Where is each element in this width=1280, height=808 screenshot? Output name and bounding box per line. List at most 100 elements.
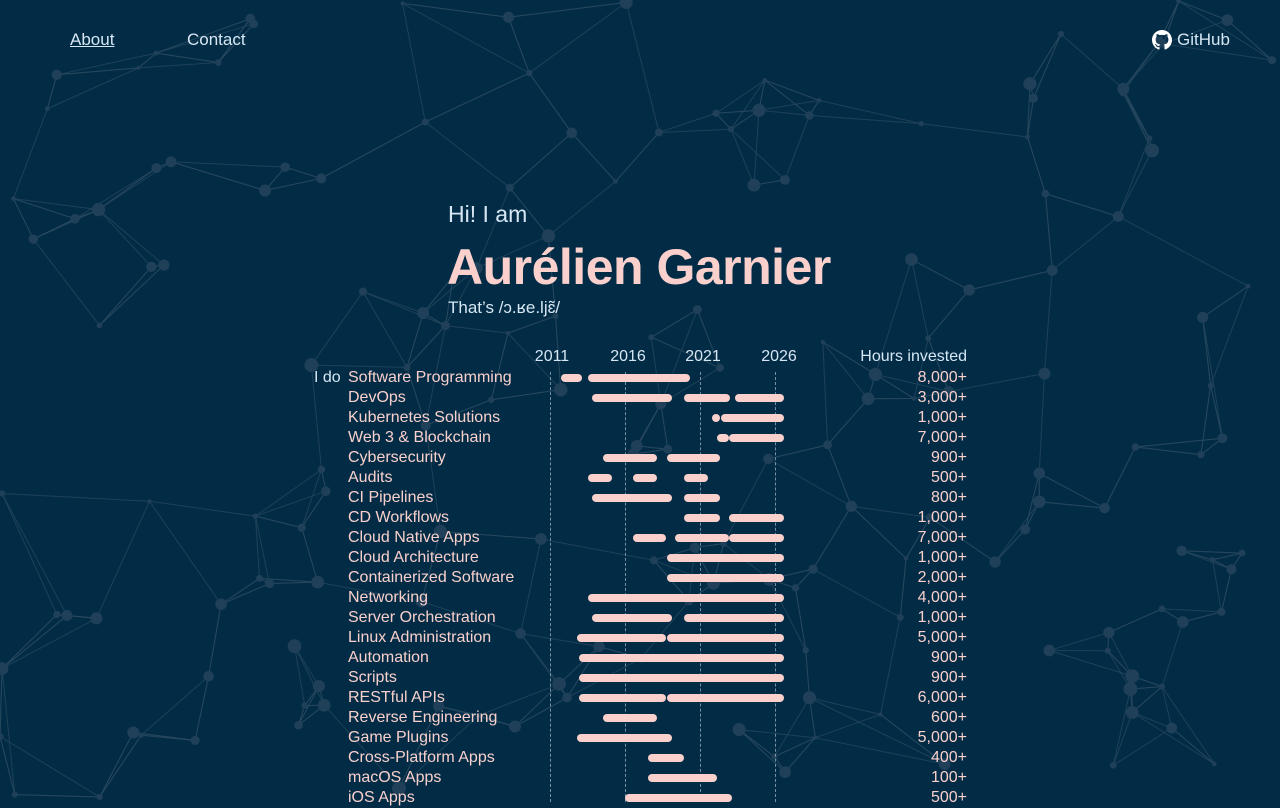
skill-label: Kubernetes Solutions bbox=[348, 408, 500, 428]
skill-label: Reverse Engineering bbox=[348, 708, 497, 728]
skill-bar bbox=[684, 514, 720, 522]
skill-label: Audits bbox=[348, 468, 392, 488]
network-node bbox=[747, 179, 760, 192]
network-line bbox=[969, 270, 1052, 290]
network-line bbox=[1179, 1, 1228, 20]
network-line bbox=[33, 210, 98, 239]
skill-bar bbox=[625, 794, 732, 802]
skill-bar bbox=[561, 374, 582, 382]
network-node bbox=[1120, 89, 1127, 96]
network-node bbox=[259, 185, 271, 197]
network-line bbox=[13, 199, 98, 210]
skill-bar bbox=[603, 454, 657, 462]
network-node bbox=[1268, 56, 1276, 64]
network-node bbox=[136, 66, 140, 70]
skill-label: Cloud Native Apps bbox=[348, 528, 480, 548]
network-line bbox=[57, 53, 156, 75]
skill-bar bbox=[633, 474, 657, 482]
network-node bbox=[154, 51, 159, 56]
network-node bbox=[821, 340, 825, 344]
skill-bar bbox=[592, 394, 672, 402]
hours-value: 2,000+ bbox=[918, 568, 967, 588]
skill-bar bbox=[667, 454, 720, 462]
network-line bbox=[1033, 34, 1060, 98]
skill-bar bbox=[684, 474, 708, 482]
network-node bbox=[1029, 94, 1038, 103]
network-line bbox=[363, 292, 407, 368]
skill-row: Cross-Platform Apps 400+ bbox=[0, 748, 1280, 768]
network-node bbox=[29, 234, 38, 243]
hours-value: 900+ bbox=[931, 448, 967, 468]
network-line bbox=[765, 80, 819, 100]
network-node bbox=[503, 12, 514, 23]
skill-label: RESTful APIs bbox=[348, 688, 445, 708]
greeting: Hi! I am bbox=[448, 201, 527, 228]
skill-bar bbox=[588, 594, 785, 602]
network-line bbox=[98, 168, 156, 209]
network-line bbox=[731, 129, 785, 180]
skill-label: Cross-Platform Apps bbox=[348, 748, 495, 768]
network-node bbox=[441, 321, 450, 330]
github-link[interactable]: GitHub bbox=[1152, 30, 1230, 50]
nav-contact-link[interactable]: Contact bbox=[187, 30, 246, 50]
skill-bar bbox=[648, 754, 684, 762]
network-node bbox=[422, 119, 429, 126]
hours-value: 5,000+ bbox=[918, 728, 967, 748]
network-node bbox=[712, 110, 719, 117]
skill-bar bbox=[667, 574, 784, 582]
network-node bbox=[526, 70, 532, 76]
skill-bar bbox=[729, 434, 785, 442]
hours-value: 3,000+ bbox=[918, 388, 967, 408]
hours-value: 5,000+ bbox=[918, 628, 967, 648]
row-prefix: I do bbox=[314, 368, 341, 388]
network-node bbox=[158, 259, 169, 270]
network-line bbox=[47, 75, 56, 109]
skill-bar bbox=[648, 774, 717, 782]
network-node bbox=[1023, 77, 1036, 90]
hours-value: 500+ bbox=[931, 468, 967, 488]
network-line bbox=[13, 199, 33, 239]
hours-value: 7,000+ bbox=[918, 428, 967, 448]
skill-label: CI Pipelines bbox=[348, 488, 433, 508]
network-line bbox=[99, 267, 151, 326]
network-line bbox=[509, 17, 530, 73]
network-line bbox=[1203, 286, 1248, 317]
skill-bar bbox=[684, 494, 720, 502]
network-line bbox=[529, 73, 572, 133]
skill-label: Server Orchestration bbox=[348, 608, 496, 628]
network-node bbox=[655, 128, 663, 136]
network-node bbox=[92, 203, 105, 216]
network-line bbox=[659, 129, 731, 132]
skill-bar bbox=[588, 374, 690, 382]
pronunciation: That’s /ɔ.ʁe.ljɛ̃/ bbox=[448, 298, 560, 318]
network-node bbox=[45, 106, 50, 111]
skill-label: Scripts bbox=[348, 668, 397, 688]
network-line bbox=[1027, 137, 1045, 194]
network-line bbox=[759, 100, 819, 110]
network-node bbox=[1246, 284, 1251, 289]
network-node bbox=[620, 0, 633, 9]
hours-value: 1,000+ bbox=[918, 548, 967, 568]
hours-value: 400+ bbox=[931, 748, 967, 768]
network-line bbox=[311, 292, 363, 366]
network-line bbox=[75, 168, 156, 219]
skill-bar bbox=[684, 614, 785, 622]
nav-about-link[interactable]: About bbox=[70, 30, 114, 50]
network-line bbox=[402, 3, 508, 17]
network-node bbox=[1058, 31, 1064, 37]
skill-bar bbox=[729, 534, 785, 542]
skill-label: Web 3 & Blockchain bbox=[348, 428, 491, 448]
skill-bar bbox=[667, 694, 784, 702]
skill-bar bbox=[588, 474, 612, 482]
network-node bbox=[1176, 0, 1181, 4]
skill-bar bbox=[721, 414, 784, 422]
